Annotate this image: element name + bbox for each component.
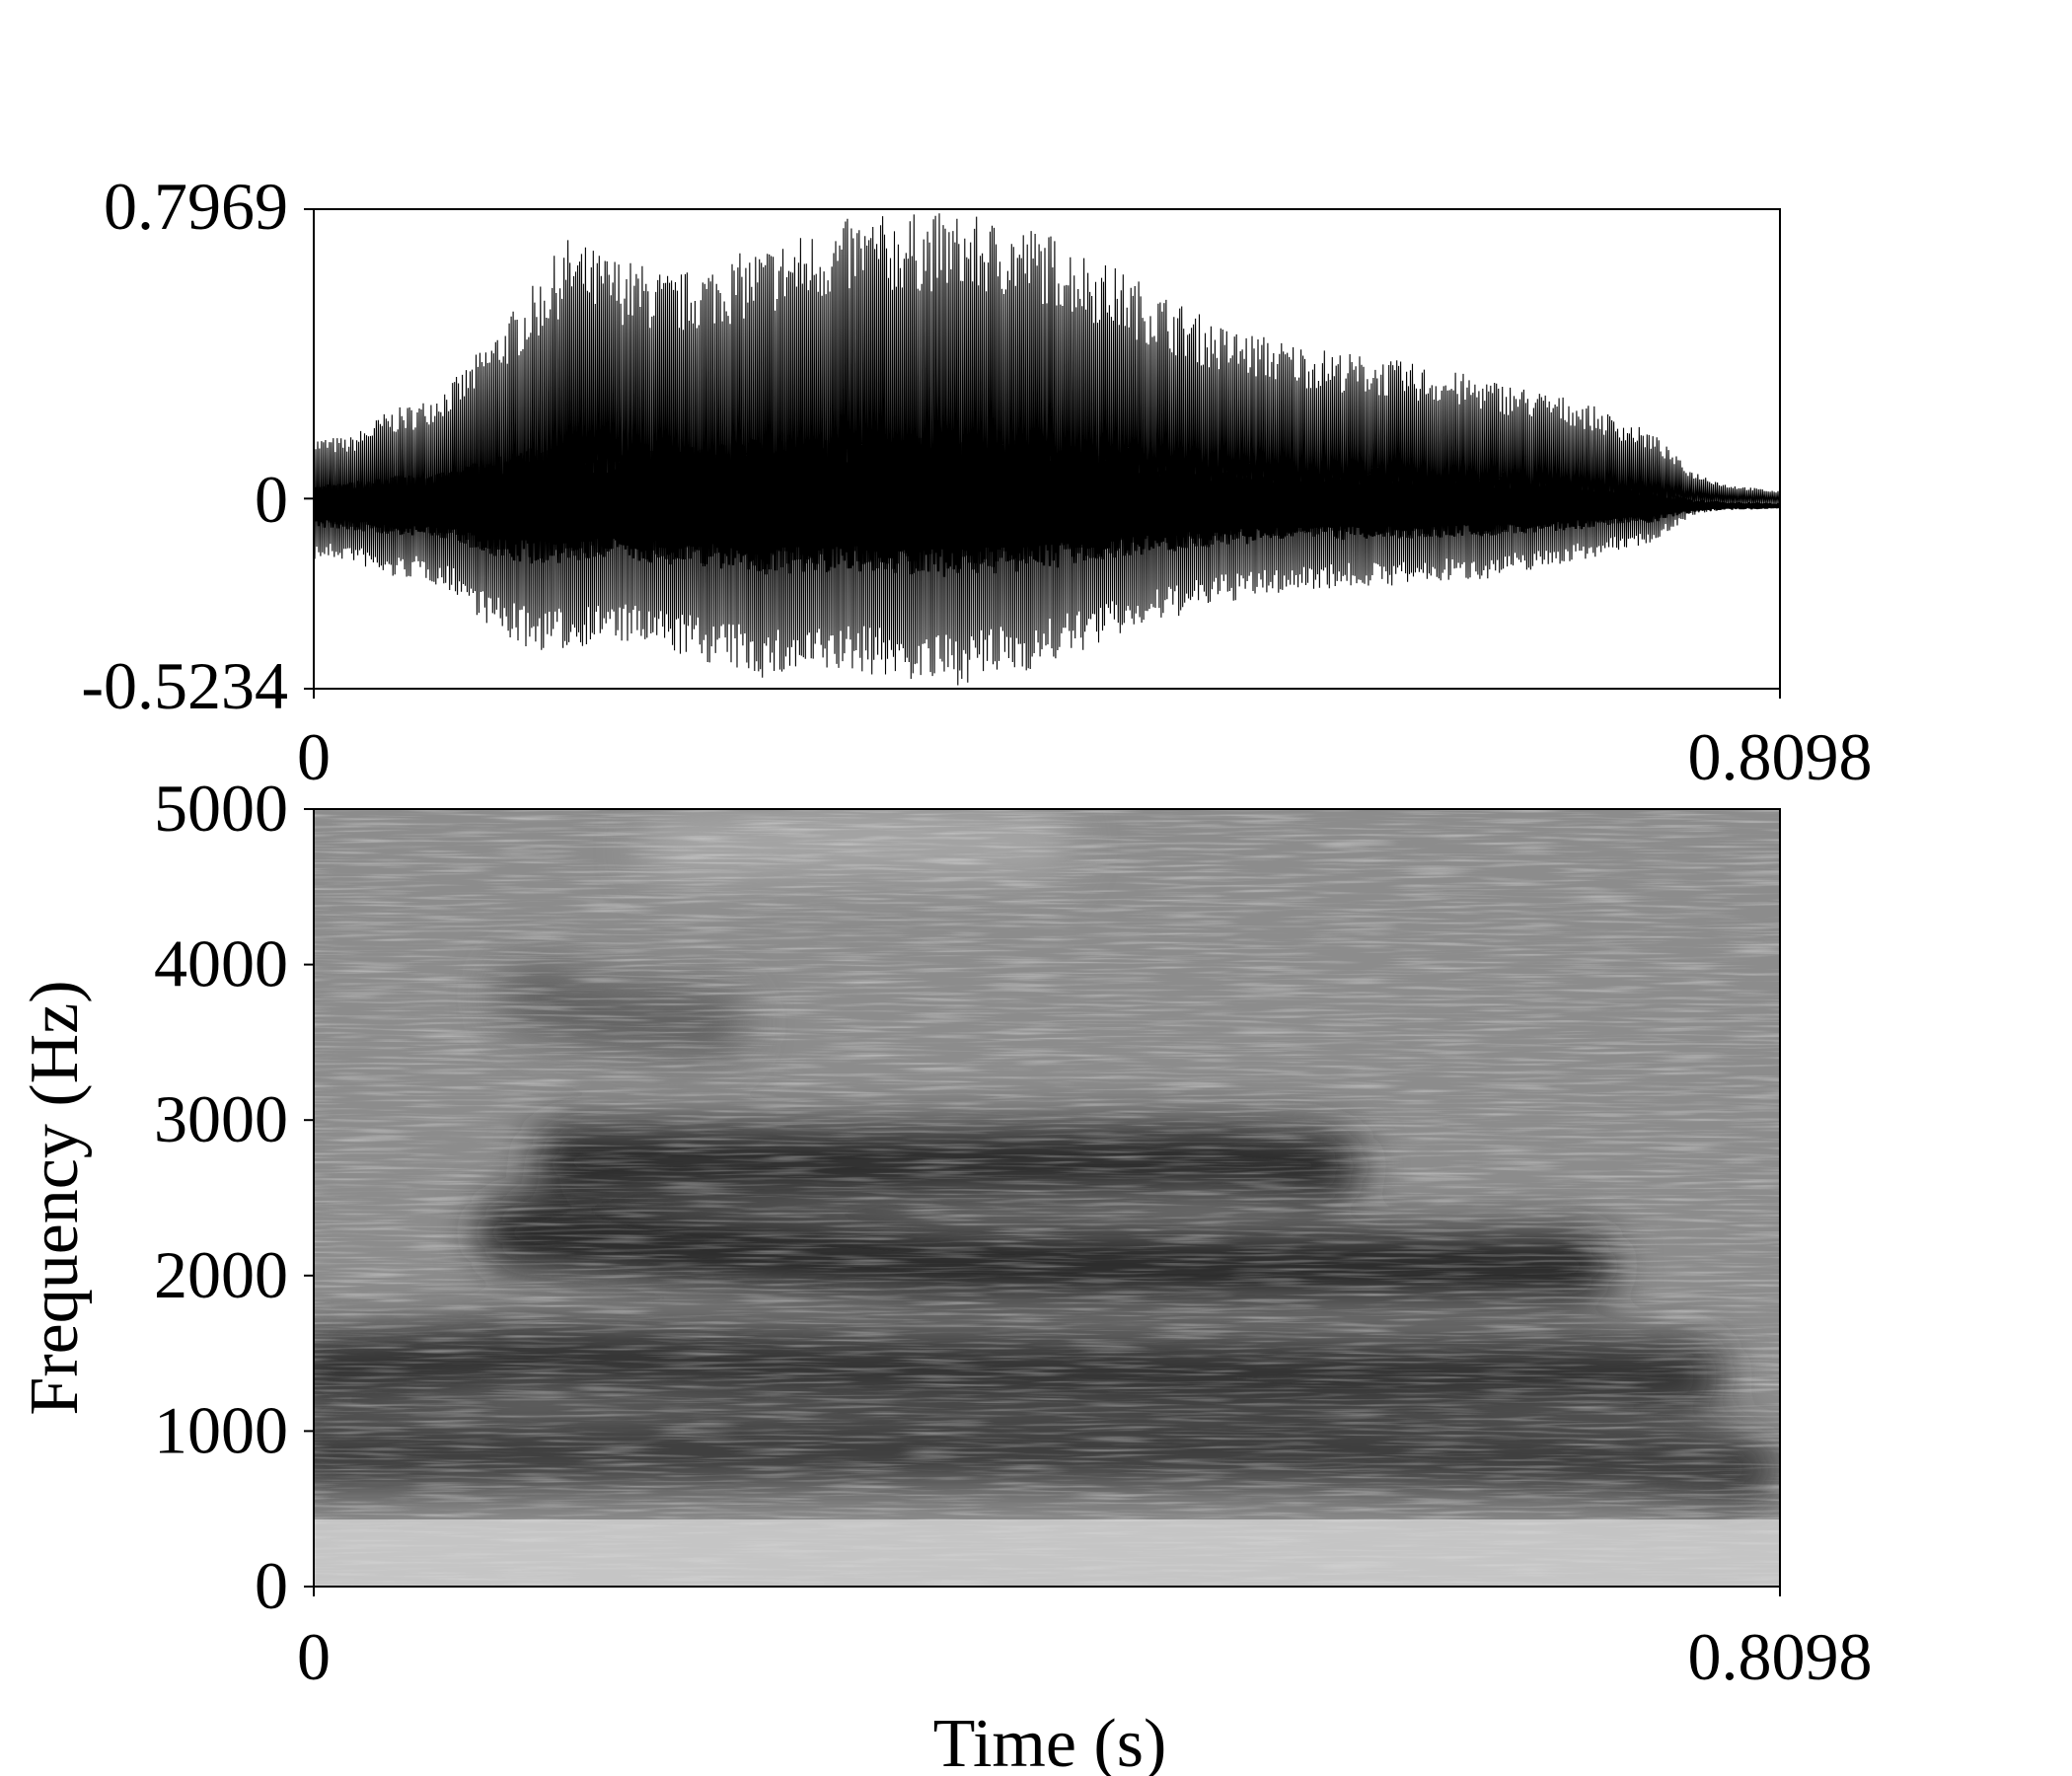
spectrogram-ytick-label: 5000 bbox=[154, 771, 288, 846]
spectrogram-ytick-label: 2000 bbox=[154, 1237, 288, 1312]
waveform-ticks bbox=[304, 208, 1781, 699]
spectrogram-ytick-label: 1000 bbox=[154, 1392, 288, 1467]
waveform-panel: 0.7969 0 -0.5234 0 0.8098 bbox=[81, 169, 1872, 794]
waveform-xtick-end: 0.8098 bbox=[1688, 719, 1873, 794]
waveform-ytick-bottom: -0.5234 bbox=[81, 648, 288, 723]
waveform-core bbox=[314, 436, 1780, 577]
spectrogram-xtick-start: 0 bbox=[297, 1619, 331, 1694]
spectrogram-ytick-label: 0 bbox=[255, 1548, 288, 1623]
spectrogram-xlabel: Time (s) bbox=[933, 1706, 1167, 1776]
waveform-trace bbox=[314, 213, 1780, 686]
waveform-frame bbox=[313, 208, 1781, 690]
spectrogram-ticks bbox=[304, 808, 1781, 1596]
spectrogram-xtick-end: 0.8098 bbox=[1688, 1619, 1873, 1694]
spectrogram-low-floor bbox=[314, 1519, 1780, 1587]
waveform-xtick-start: 0 bbox=[297, 719, 331, 794]
waveform-ytick-zero: 0 bbox=[255, 462, 288, 537]
spectrogram-ytick-label: 3000 bbox=[154, 1081, 288, 1156]
waveform-signal bbox=[314, 213, 1780, 686]
spectrogram-noise bbox=[314, 809, 1780, 1587]
spectrogram-frame bbox=[313, 808, 1781, 1588]
spectrogram-ytick-label: 4000 bbox=[154, 926, 288, 1001]
spectrogram-panel: 5000 4000 3000 2000 1000 0 0 0.8098 Frequency… bbox=[17, 771, 1873, 1776]
spectrogram-ytick-labels: 5000 4000 3000 2000 1000 0 bbox=[154, 771, 288, 1623]
waveform-ytick-top: 0.7969 bbox=[104, 169, 288, 244]
spectrogram-ylabel: Frequency (Hz) bbox=[17, 980, 93, 1415]
